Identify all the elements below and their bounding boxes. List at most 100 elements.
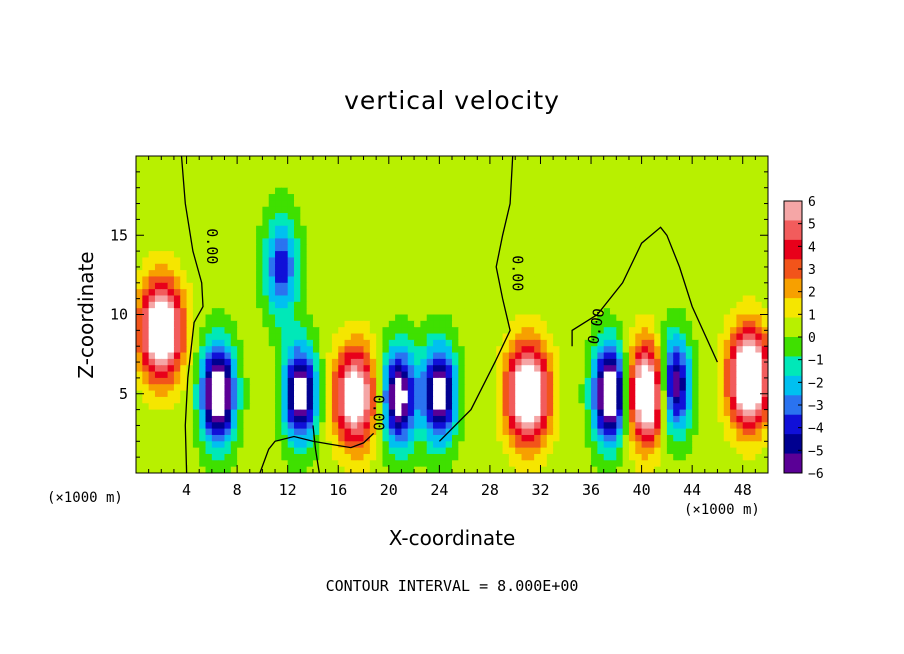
field-cell [350, 251, 358, 259]
field-cell [154, 390, 162, 398]
field-cell [382, 460, 390, 468]
field-cell [527, 415, 535, 423]
field-cell [262, 308, 270, 316]
field-cell [388, 333, 396, 341]
field-cell [395, 466, 403, 473]
field-cell [230, 453, 238, 461]
field-cell [136, 460, 143, 468]
field-cell [717, 320, 725, 328]
field-cell [287, 175, 295, 182]
field-cell [704, 352, 712, 360]
field-cell [369, 339, 377, 347]
field-cell [268, 409, 276, 417]
field-cell [591, 276, 598, 284]
field-cell [344, 453, 352, 461]
field-cell [192, 168, 200, 176]
field-cell [610, 263, 617, 271]
field-cell [350, 327, 358, 335]
field-cell [679, 428, 687, 436]
field-cell [685, 409, 693, 417]
field-cell [338, 346, 346, 354]
field-cell [527, 434, 535, 442]
field-cell [704, 270, 712, 278]
field-cell [262, 371, 270, 379]
field-cell [685, 460, 693, 468]
field-cell [407, 238, 415, 246]
field-cell [553, 333, 561, 341]
field-cell [534, 365, 542, 373]
field-cell [325, 175, 333, 182]
field-cell [685, 371, 693, 379]
field-cell [325, 358, 333, 366]
field-cell [717, 339, 725, 347]
field-cell [382, 225, 390, 233]
field-cell [395, 346, 403, 354]
field-cell [730, 168, 737, 176]
field-cell [597, 282, 605, 290]
field-cell [218, 206, 226, 214]
field-cell [755, 270, 763, 278]
field-cell [262, 263, 270, 271]
field-cell [331, 162, 339, 170]
field-cell [489, 168, 497, 176]
field-cell [186, 434, 194, 442]
field-cell [357, 238, 365, 246]
field-cell [711, 377, 719, 385]
field-cell [654, 466, 662, 473]
field-cell [363, 194, 371, 201]
field-cell [407, 422, 415, 430]
field-cell [540, 441, 548, 449]
field-cell [395, 232, 403, 240]
field-cell [350, 213, 358, 220]
field-cell [439, 282, 447, 290]
field-cell [388, 441, 396, 449]
field-cell [553, 460, 561, 468]
field-cell [148, 301, 156, 309]
field-cell [401, 276, 409, 284]
field-cell [647, 257, 655, 265]
field-cell [470, 320, 478, 328]
field-cell [483, 460, 491, 468]
field-cell [306, 181, 314, 189]
field-cell [534, 257, 542, 265]
field-cell [445, 156, 453, 163]
field-cell [553, 434, 561, 442]
field-cell [275, 371, 282, 379]
field-cell [546, 263, 554, 271]
field-cell [483, 187, 491, 195]
field-cell [704, 238, 712, 246]
field-cell [426, 168, 434, 176]
field-cell [628, 415, 636, 423]
field-cell [420, 194, 428, 201]
field-cell [325, 333, 333, 341]
field-cell [489, 244, 497, 252]
field-cell [420, 339, 428, 347]
field-cell [237, 282, 245, 290]
field-cell [388, 295, 396, 303]
field-cell [180, 168, 188, 176]
field-cell [464, 175, 472, 182]
field-cell [723, 308, 731, 316]
field-cell [483, 377, 491, 385]
field-cell [534, 384, 542, 392]
field-cell [154, 200, 162, 208]
field-cell [369, 434, 377, 442]
field-cell [603, 460, 611, 468]
field-cell [199, 320, 207, 328]
field-cell [736, 301, 744, 309]
field-cell [559, 206, 567, 214]
field-cell [287, 244, 295, 252]
field-cell [458, 314, 466, 322]
field-cell [338, 428, 346, 436]
field-cell [698, 371, 706, 379]
field-cell [565, 390, 573, 398]
field-cell [281, 206, 289, 214]
field-cell [369, 384, 377, 392]
field-cell [433, 415, 440, 423]
field-cell [382, 257, 390, 265]
field-cell [363, 206, 371, 214]
field-cell [610, 314, 617, 322]
field-cell [414, 181, 421, 189]
field-cell [730, 270, 737, 278]
field-cell [553, 289, 561, 297]
